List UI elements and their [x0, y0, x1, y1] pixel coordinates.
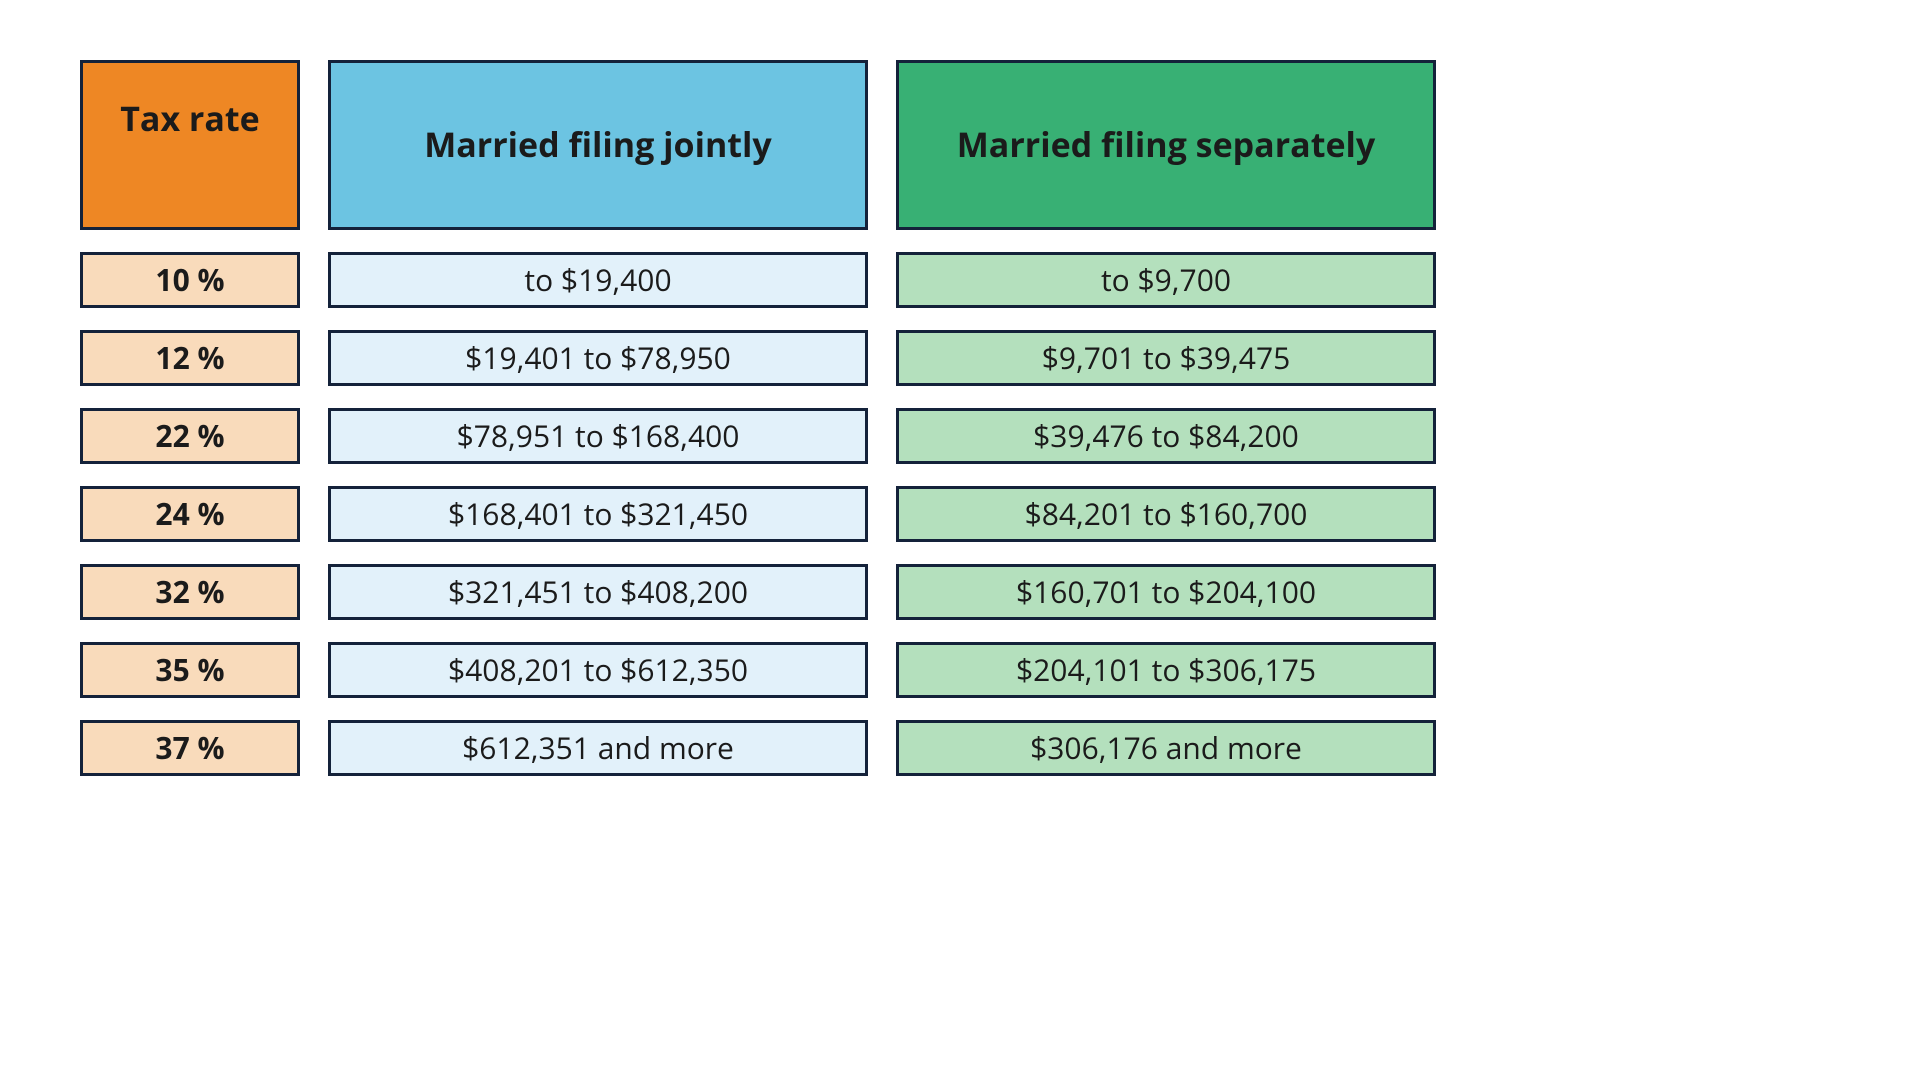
separate-cell: $84,201 to $160,700	[896, 486, 1436, 542]
rate-cell: 35 %	[80, 642, 300, 698]
separate-cell: $204,101 to $306,175	[896, 642, 1436, 698]
header-tax-rate: Tax rate	[80, 60, 300, 230]
separate-cell: $306,176 and more	[896, 720, 1436, 776]
jointly-cell: $19,401 to $78,950	[328, 330, 868, 386]
separate-cell: $39,476 to $84,200	[896, 408, 1436, 464]
header-married-jointly: Married filing jointly	[328, 60, 868, 230]
tax-bracket-table: Tax rate Married filing jointly Married …	[80, 60, 1840, 776]
jointly-cell: $168,401 to $321,450	[328, 486, 868, 542]
jointly-cell: $78,951 to $168,400	[328, 408, 868, 464]
rate-cell: 22 %	[80, 408, 300, 464]
rate-cell: 12 %	[80, 330, 300, 386]
rate-cell: 24 %	[80, 486, 300, 542]
separate-cell: to $9,700	[896, 252, 1436, 308]
separate-cell: $160,701 to $204,100	[896, 564, 1436, 620]
jointly-cell: to $19,400	[328, 252, 868, 308]
rate-cell: 32 %	[80, 564, 300, 620]
jointly-cell: $321,451 to $408,200	[328, 564, 868, 620]
header-married-separately: Married filing separately	[896, 60, 1436, 230]
rate-cell: 37 %	[80, 720, 300, 776]
jointly-cell: $612,351 and more	[328, 720, 868, 776]
jointly-cell: $408,201 to $612,350	[328, 642, 868, 698]
separate-cell: $9,701 to $39,475	[896, 330, 1436, 386]
rate-cell: 10 %	[80, 252, 300, 308]
